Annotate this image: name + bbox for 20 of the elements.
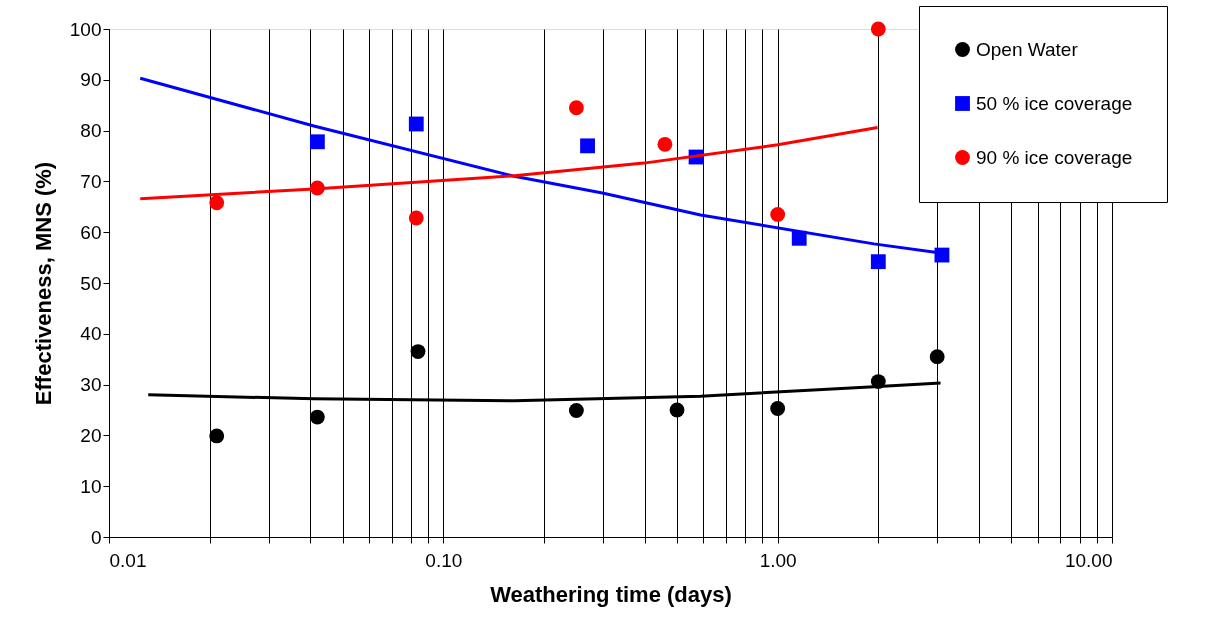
legend-label: 90 % ice coverage [976, 146, 1133, 168]
x-tick-label: 0.10 [425, 549, 463, 571]
y-tick-label: 90 [80, 69, 102, 91]
y-tick-label: 40 [80, 323, 102, 345]
y-tick-label: 10 [80, 475, 102, 497]
y-tick-label: 60 [80, 221, 102, 243]
y-tick-label: 70 [80, 170, 102, 192]
y-tick-label: 80 [80, 120, 102, 142]
y-tick-label: 0 [90, 526, 102, 548]
legend-label: 50 % ice coverage [976, 92, 1133, 114]
y-tick-label: 30 [80, 374, 102, 396]
y-tick-label: 50 [80, 272, 102, 294]
x-tick-label: 1.00 [759, 549, 797, 571]
y-tick-label: 20 [80, 424, 102, 446]
x-tick-label: 10.00 [1064, 549, 1113, 571]
x-tick-label: 0.01 [109, 549, 147, 571]
x-axis-title: Weathering time (days) [490, 581, 732, 607]
legend-label: Open Water [976, 38, 1079, 60]
y-tick-label: 100 [69, 18, 102, 40]
y-axis-title: Effectiveness, MNS (%) [30, 161, 56, 406]
